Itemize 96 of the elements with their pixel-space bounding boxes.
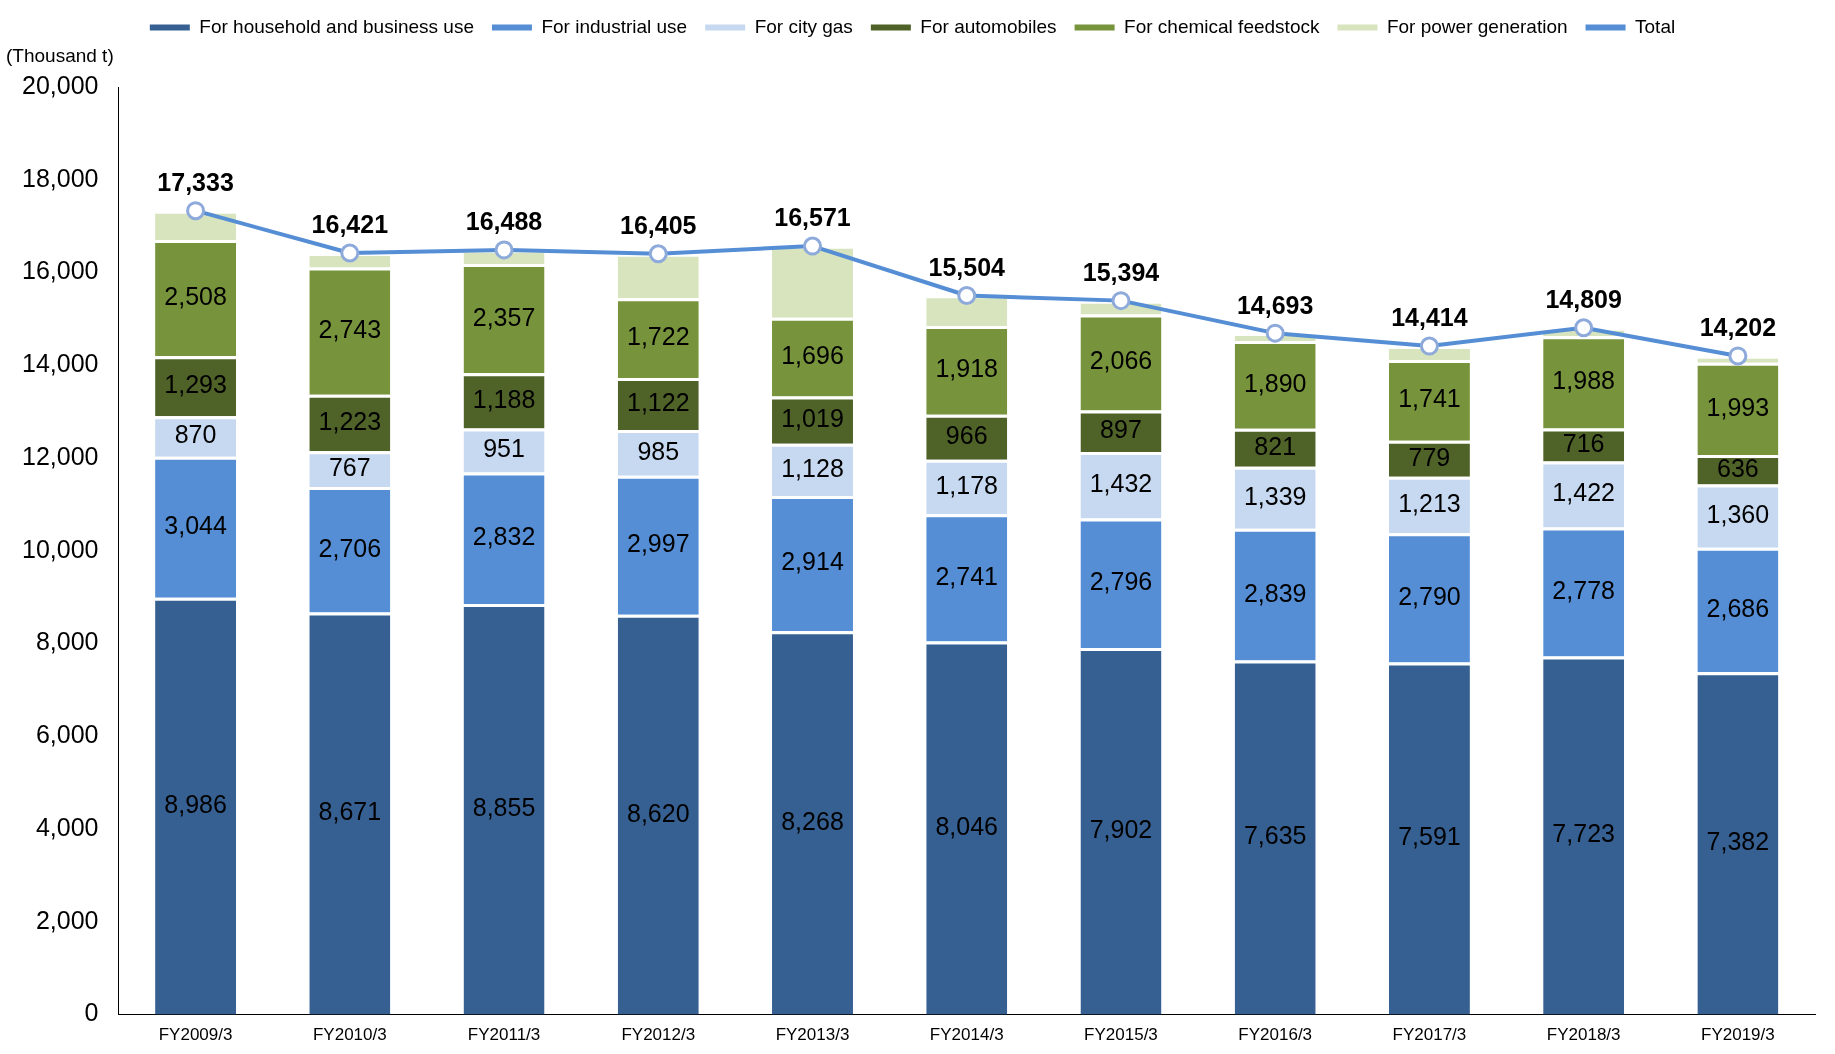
y-tick-label: 14,000 bbox=[22, 349, 99, 378]
y-tick-label: 6,000 bbox=[35, 720, 99, 749]
data-label: 1,993 bbox=[1706, 392, 1770, 421]
data-label: 7,635 bbox=[1243, 821, 1307, 850]
data-label: 16,571 bbox=[774, 203, 851, 232]
data-label: 2,778 bbox=[1552, 575, 1615, 604]
data-label: 779 bbox=[1408, 442, 1451, 471]
x-tick-label: FY2015/3 bbox=[1084, 1025, 1158, 1045]
data-label: 16,405 bbox=[620, 211, 697, 240]
data-label: 1,213 bbox=[1398, 488, 1461, 517]
legend-label: For household and business use bbox=[199, 15, 474, 37]
x-tick-label: FY2009/3 bbox=[158, 1025, 233, 1045]
data-label: 1,188 bbox=[472, 384, 536, 413]
data-label: 7,382 bbox=[1706, 827, 1770, 856]
data-label: 821 bbox=[1254, 431, 1297, 460]
x-tick-label: FY2014/3 bbox=[929, 1025, 1004, 1045]
data-label: 1,422 bbox=[1552, 478, 1615, 507]
data-label: 2,832 bbox=[472, 522, 536, 551]
data-label: 2,357 bbox=[472, 302, 536, 331]
data-label: 2,508 bbox=[164, 282, 227, 311]
data-label: 985 bbox=[637, 436, 680, 465]
y-axis-title: (Thousand t) bbox=[6, 45, 114, 67]
y-tick-label: 16,000 bbox=[22, 256, 99, 285]
data-label: 2,997 bbox=[626, 529, 690, 558]
legend-label: Total bbox=[1635, 15, 1676, 37]
y-tick-label: 2,000 bbox=[35, 905, 99, 934]
data-label: 7,591 bbox=[1398, 822, 1461, 851]
data-label: 14,809 bbox=[1545, 285, 1622, 314]
data-label: 1,918 bbox=[935, 354, 999, 383]
x-tick-label: FY2013/3 bbox=[775, 1025, 850, 1045]
y-tick-label: 20,000 bbox=[22, 70, 99, 99]
data-label: 897 bbox=[1100, 415, 1142, 444]
data-label: 8,268 bbox=[781, 806, 844, 835]
data-label: 1,988 bbox=[1552, 366, 1615, 395]
y-tick-label: 4,000 bbox=[35, 812, 99, 841]
data-label: 636 bbox=[1717, 453, 1759, 482]
data-label: 8,620 bbox=[626, 798, 690, 827]
data-label: 1,223 bbox=[318, 406, 382, 435]
data-label: 2,741 bbox=[935, 561, 999, 590]
data-label: 8,986 bbox=[164, 790, 227, 819]
data-label: 1,741 bbox=[1398, 384, 1461, 413]
data-label: 966 bbox=[945, 421, 988, 450]
data-label: 2,066 bbox=[1089, 346, 1153, 375]
data-label: 8,046 bbox=[935, 811, 999, 840]
data-label: 2,706 bbox=[318, 533, 382, 562]
data-label: 1,360 bbox=[1706, 500, 1770, 528]
data-label: 15,504 bbox=[928, 252, 1006, 281]
data-label: 15,394 bbox=[1082, 258, 1160, 287]
data-label: 2,686 bbox=[1706, 593, 1770, 622]
data-label: 716 bbox=[1562, 428, 1605, 457]
data-label: 2,839 bbox=[1243, 578, 1307, 607]
data-label: 1,432 bbox=[1089, 469, 1153, 498]
data-label: 7,723 bbox=[1552, 819, 1615, 848]
legend-label: For industrial use bbox=[541, 15, 688, 37]
data-label: 2,914 bbox=[781, 547, 844, 576]
data-label: 8,855 bbox=[472, 793, 536, 822]
data-label: 16,421 bbox=[311, 210, 389, 239]
x-tick-label: FY2018/3 bbox=[1546, 1025, 1621, 1045]
data-label: 8,671 bbox=[318, 797, 382, 826]
x-tick-label: FY2010/3 bbox=[312, 1025, 387, 1045]
data-label: 951 bbox=[483, 434, 525, 463]
legend-label: For power generation bbox=[1386, 15, 1568, 37]
data-label: 14,414 bbox=[1391, 303, 1468, 332]
x-tick-label: FY2017/3 bbox=[1392, 1025, 1467, 1045]
y-tick-label: 18,000 bbox=[22, 163, 99, 192]
data-label: 1,122 bbox=[626, 387, 690, 416]
legend-label: For chemical feedstock bbox=[1124, 15, 1320, 37]
data-label: 767 bbox=[328, 453, 371, 482]
y-tick-label: 0 bbox=[84, 998, 99, 1027]
data-label: 17,333 bbox=[157, 168, 234, 197]
data-label: 1,339 bbox=[1243, 481, 1307, 510]
legend-label: For automobiles bbox=[920, 15, 1057, 37]
x-tick-label: FY2016/3 bbox=[1238, 1025, 1313, 1045]
data-label: 870 bbox=[174, 420, 217, 449]
data-label: 1,696 bbox=[781, 340, 844, 369]
data-label: 14,693 bbox=[1236, 290, 1314, 319]
y-tick-label: 10,000 bbox=[22, 534, 99, 563]
legend-label: For city gas bbox=[754, 15, 853, 37]
y-tick-label: 12,000 bbox=[22, 441, 99, 470]
x-tick-label: FY2019/3 bbox=[1701, 1025, 1775, 1045]
data-label: 1,019 bbox=[781, 403, 844, 432]
data-label: 2,796 bbox=[1089, 567, 1153, 596]
x-tick-label: FY2011/3 bbox=[467, 1025, 541, 1045]
data-label: 2,743 bbox=[318, 314, 382, 343]
data-label: 1,293 bbox=[164, 370, 227, 399]
data-label: 16,488 bbox=[465, 207, 543, 236]
data-label: 1,128 bbox=[781, 453, 844, 482]
data-label: 2,790 bbox=[1398, 581, 1461, 610]
data-label: 1,890 bbox=[1243, 368, 1307, 397]
data-label: 1,722 bbox=[626, 322, 690, 351]
data-label: 3,044 bbox=[164, 511, 227, 540]
data-label: 1,178 bbox=[935, 470, 999, 499]
y-tick-label: 8,000 bbox=[35, 627, 99, 656]
data-label: 14,202 bbox=[1699, 313, 1777, 342]
x-tick-label: FY2012/3 bbox=[621, 1025, 696, 1045]
data-label: 7,902 bbox=[1089, 815, 1153, 844]
